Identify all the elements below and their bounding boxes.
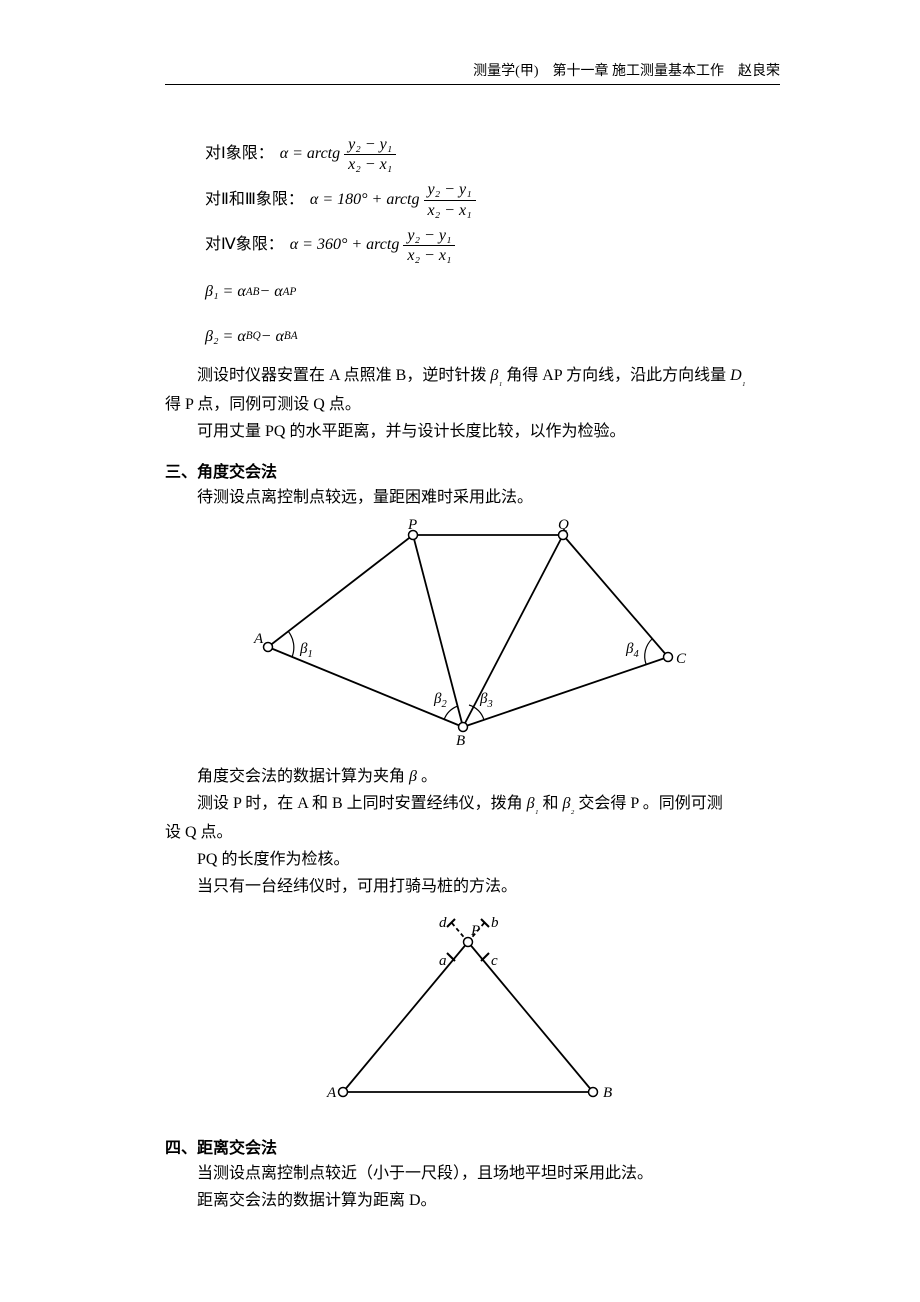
page: 测量学(甲) 第十一章 施工测量基本工作 赵良荣 对Ⅰ象限： α = arctg… [0, 0, 920, 1254]
s3p2c: 。 [421, 768, 437, 785]
q4-den: x₂ − x₁ [403, 246, 455, 265]
beta1-a: β₁ = α [205, 273, 246, 311]
d2-P: P [470, 923, 480, 939]
s3p3d: 和 [543, 795, 559, 812]
d1b3s: 3 [486, 699, 492, 710]
d1-A: A [253, 631, 264, 647]
beta1-s1: AB [246, 279, 260, 306]
sec3-p2: 角度交会法的数据计算为夹角 β 。 [165, 763, 780, 790]
b1d: 角得 AP 方向线，沿此方向线量 [506, 367, 726, 384]
s3p3c: ₁ [535, 803, 539, 815]
d1b1s: 1 [307, 649, 312, 660]
diagram-angle-intersection: A P Q B C β1 β2 β3 β4 [165, 517, 780, 757]
body1-p2: 得 P 点，同例可测设 Q 点。 [165, 391, 780, 418]
diagram2-svg: A B P a b c d [313, 907, 633, 1117]
q1-label: 对Ⅰ象限： [205, 135, 274, 173]
s3p3f: ₂ [571, 803, 575, 815]
d1b4s: 4 [633, 649, 639, 660]
svg-text:β3: β3 [479, 691, 493, 710]
sec3-p5: PQ 的长度作为检核。 [165, 846, 780, 873]
s3p3b: β [527, 795, 535, 812]
page-header: 测量学(甲) 第十一章 施工测量基本工作 赵良荣 [165, 60, 780, 85]
d1-C: C [676, 651, 687, 667]
sec3-p1: 待测设点离控制点较远，量距困难时采用此法。 [165, 484, 780, 511]
svg-text:β4: β4 [625, 641, 639, 660]
formula-q4: 对Ⅳ象限： α = 360° + arctg y₂ − y₁ x₂ − x₁ [205, 226, 780, 265]
beta1-m: − α [259, 273, 282, 311]
sec4-p2: 距离交会法的数据计算为距离 D。 [165, 1187, 780, 1214]
d2-A: A [326, 1085, 337, 1101]
svg-text:β1: β1 [299, 641, 313, 660]
beta2-s1: BQ [246, 323, 261, 350]
sec4-title: 四、距离交会法 [165, 1134, 780, 1158]
formula-beta1: β₁ = α AB − α AP [205, 273, 780, 311]
b1a: 测设时仪器安置在 A 点照准 B，逆时针拨 [197, 367, 486, 384]
diagram-single-theodolite: A B P a b c d [165, 907, 780, 1122]
beta1-s2: AP [283, 279, 297, 306]
q1-num: y₂ − y₁ [344, 135, 396, 155]
d1-P: P [407, 517, 417, 533]
sec3-p6: 当只有一台经纬仪时，可用打骑马桩的方法。 [165, 873, 780, 900]
s3p2b: β [409, 768, 417, 785]
beta2-s2: BA [284, 323, 298, 350]
beta2-m: − α [261, 318, 284, 356]
d2-B: B [603, 1085, 612, 1101]
formula-q23: 对Ⅱ和Ⅲ象限： α = 180° + arctg y₂ − y₁ x₂ − x₁ [205, 180, 780, 219]
q1-den: x₂ − x₁ [344, 155, 396, 174]
body1-p3: 可用丈量 PQ 的水平距离，并与设计长度比较，以作为检验。 [165, 418, 780, 445]
q23-den: x₂ − x₁ [424, 201, 476, 220]
formula-beta2: β₂ = α BQ − α BA [205, 318, 780, 356]
d2-a: a [439, 953, 447, 969]
b1e: D [730, 367, 742, 384]
q4-eq: α = 360° + arctg [290, 226, 400, 264]
sec4-p1: 当测设点离控制点较近（小于一尺段），且场地平坦时采用此法。 [165, 1160, 780, 1187]
q4-frac: y₂ − y₁ x₂ − x₁ [403, 226, 455, 265]
b1c: ₁ [498, 375, 502, 387]
sec3-p3: 测设 P 时，在 A 和 B 上同时安置经纬仪，拨角 β₁ 和 β₂ 交会得 P… [165, 790, 780, 819]
diagram1-svg: A P Q B C β1 β2 β3 β4 [248, 517, 698, 752]
s3p3a: 测设 P 时，在 A 和 B 上同时安置经纬仪，拨角 [197, 795, 523, 812]
d1-B: B [456, 733, 465, 749]
sec3-p4: 设 Q 点。 [165, 819, 780, 846]
d2-d: d [439, 915, 447, 931]
q23-label: 对Ⅱ和Ⅲ象限： [205, 181, 304, 219]
q23-num: y₂ − y₁ [424, 180, 476, 200]
s3p3g: 交会得 P 。同例可测 [578, 795, 722, 812]
s3p3e: β [563, 795, 571, 812]
q4-label: 对Ⅳ象限： [205, 226, 284, 264]
formula-q1: 对Ⅰ象限： α = arctg y₂ − y₁ x₂ − x₁ [205, 135, 780, 174]
q23-eq: α = 180° + arctg [310, 181, 420, 219]
formula-block: 对Ⅰ象限： α = arctg y₂ − y₁ x₂ − x₁ 对Ⅱ和Ⅲ象限： … [205, 135, 780, 356]
b1f: ₁ [742, 375, 746, 387]
q23-frac: y₂ − y₁ x₂ − x₁ [424, 180, 476, 219]
d1-Q: Q [558, 517, 569, 533]
sec3-title: 三、角度交会法 [165, 458, 780, 482]
q1-eq: α = arctg [280, 135, 340, 173]
s3p2a: 角度交会法的数据计算为夹角 [197, 768, 405, 785]
q1-frac: y₂ − y₁ x₂ − x₁ [344, 135, 396, 174]
beta2-a: β₂ = α [205, 318, 246, 356]
svg-text:β2: β2 [433, 691, 447, 710]
d2-b: b [491, 915, 499, 931]
q4-num: y₂ − y₁ [403, 226, 455, 246]
d1b2s: 2 [441, 699, 447, 710]
d2-c: c [491, 953, 498, 969]
body1-p1: 测设时仪器安置在 A 点照准 B，逆时针拨 β₁ 角得 AP 方向线，沿此方向线… [165, 362, 780, 391]
